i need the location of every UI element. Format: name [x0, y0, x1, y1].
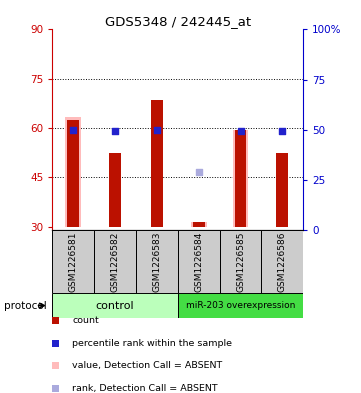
Bar — [109, 153, 121, 227]
Text: GSM1226583: GSM1226583 — [152, 231, 161, 292]
Bar — [52, 293, 178, 318]
Bar — [65, 117, 81, 227]
Text: GSM1226584: GSM1226584 — [194, 231, 203, 292]
Text: rank, Detection Call = ABSENT: rank, Detection Call = ABSENT — [72, 384, 218, 393]
Bar — [52, 230, 94, 293]
Text: count: count — [72, 316, 99, 325]
Bar — [261, 230, 303, 293]
Bar — [178, 293, 303, 318]
Bar — [94, 230, 136, 293]
Point — [70, 127, 76, 133]
Point — [196, 169, 201, 176]
Bar — [232, 130, 248, 227]
Point — [112, 128, 118, 134]
Bar — [136, 230, 178, 293]
Bar — [191, 222, 206, 227]
Bar — [277, 153, 288, 227]
Bar — [235, 130, 246, 227]
Point — [279, 128, 285, 134]
Text: percentile rank within the sample: percentile rank within the sample — [72, 339, 232, 347]
Bar — [219, 230, 261, 293]
Text: GSM1226585: GSM1226585 — [236, 231, 245, 292]
Text: miR-203 overexpression: miR-203 overexpression — [186, 301, 295, 310]
Bar — [178, 230, 219, 293]
Point — [154, 127, 160, 133]
Bar — [193, 222, 205, 227]
Text: protocol: protocol — [4, 301, 46, 310]
Point — [238, 128, 243, 134]
Text: GSM1226586: GSM1226586 — [278, 231, 287, 292]
Text: value, Detection Call = ABSENT: value, Detection Call = ABSENT — [72, 362, 222, 370]
Text: GSM1226582: GSM1226582 — [110, 231, 119, 292]
Bar — [68, 120, 79, 227]
Bar — [151, 100, 163, 227]
Text: GSM1226581: GSM1226581 — [69, 231, 78, 292]
Text: control: control — [96, 301, 134, 310]
Title: GDS5348 / 242445_at: GDS5348 / 242445_at — [105, 15, 251, 28]
